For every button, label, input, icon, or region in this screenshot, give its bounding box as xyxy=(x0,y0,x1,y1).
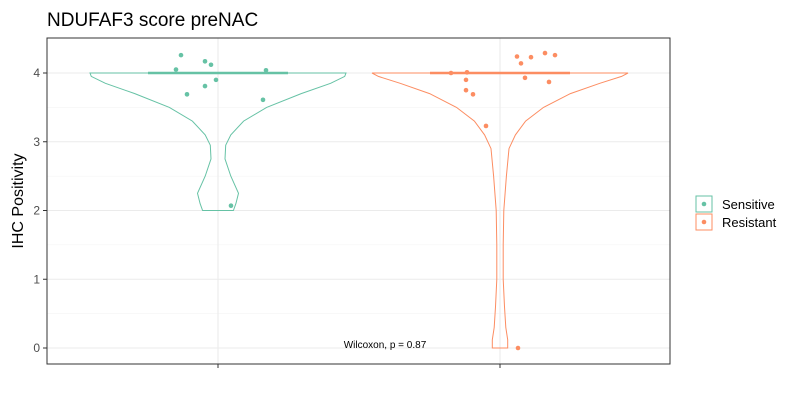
y-tick-label: 4 xyxy=(33,66,40,80)
legend-label-resistant: Resistant xyxy=(722,215,777,230)
data-point-resistant xyxy=(463,87,469,93)
data-point-sensitive xyxy=(202,59,208,64)
y-tick-label: 1 xyxy=(33,272,40,286)
data-point-resistant xyxy=(514,54,520,59)
legend: Sensitive Resistant xyxy=(695,195,777,231)
data-point-sensitive xyxy=(260,97,266,103)
violin-resistant xyxy=(371,72,629,349)
data-point-resistant xyxy=(470,92,476,97)
data-point-resistant xyxy=(518,61,524,66)
y-axis-label: IHC Positivity xyxy=(10,153,27,248)
data-point-sensitive xyxy=(213,77,219,83)
data-point-resistant xyxy=(483,123,489,129)
violins xyxy=(89,72,629,349)
data-point-resistant xyxy=(546,79,552,85)
data-point-sensitive xyxy=(173,67,179,72)
y-axis: 0 1 2 3 4 xyxy=(33,66,47,355)
data-point-resistant xyxy=(464,70,470,75)
data-point-resistant xyxy=(542,50,548,56)
data-point-resistant xyxy=(528,54,534,60)
x-axis xyxy=(217,364,501,368)
data-point-resistant xyxy=(515,345,521,351)
data-point-sensitive xyxy=(202,83,208,89)
data-points xyxy=(173,50,558,351)
legend-dot-sensitive xyxy=(701,201,707,207)
legend-label-sensitive: Sensitive xyxy=(722,197,775,212)
data-point-sensitive xyxy=(208,62,214,68)
data-point-sensitive xyxy=(178,52,184,58)
panel-border xyxy=(46,37,671,365)
violin-sensitive xyxy=(89,72,347,211)
data-point-sensitive xyxy=(263,67,269,73)
data-point-sensitive xyxy=(184,92,190,97)
data-point-resistant xyxy=(552,52,558,58)
data-point-sensitive xyxy=(228,203,234,208)
plot-panel: Wilcoxon, p = 0.87 xyxy=(46,37,671,365)
data-point-resistant xyxy=(522,75,528,81)
panel-background xyxy=(47,38,670,364)
data-point-resistant xyxy=(448,70,454,76)
data-point-resistant xyxy=(463,77,469,83)
chart-title: NDUFAF3 score preNAC xyxy=(47,10,258,31)
y-tick-label: 2 xyxy=(33,204,40,218)
y-tick-label: 3 xyxy=(33,135,40,149)
wilcoxon-annotation: Wilcoxon, p = 0.87 xyxy=(344,340,427,351)
y-tick-label: 0 xyxy=(33,341,40,355)
legend-dot-resistant xyxy=(701,219,707,225)
